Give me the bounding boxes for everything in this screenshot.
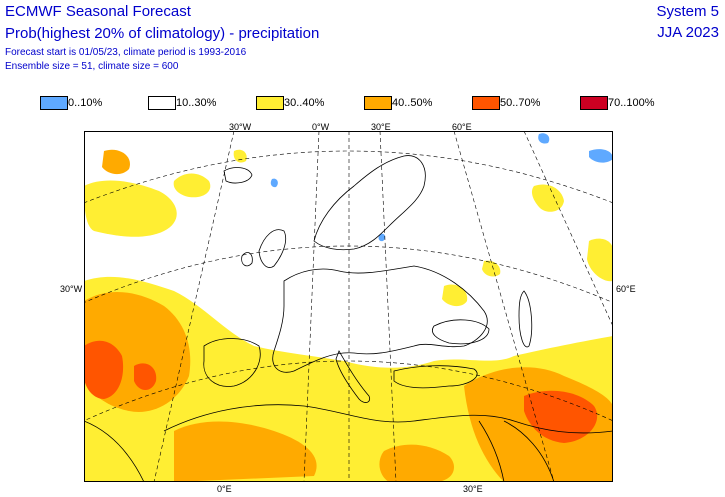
legend-swatch — [256, 96, 284, 110]
prob-area-0-10 — [270, 178, 278, 188]
prob-area-0-10 — [589, 149, 613, 163]
prob-area-30-40 — [173, 173, 211, 198]
legend-swatch — [472, 96, 500, 110]
legend-label: 30..40% — [284, 97, 325, 109]
map-frame — [84, 131, 613, 482]
prob-area-40-50 — [379, 444, 454, 482]
prob-area-30-40 — [482, 260, 501, 277]
lat-label-left: 30°W — [60, 284, 83, 294]
legend: 0..10% 10..30% 30..40% 40..50% 50..70% 7… — [40, 96, 700, 110]
lat-label-right: 60°E — [616, 284, 636, 294]
legend-label: 0..10% — [68, 97, 103, 109]
legend-label: 10..30% — [176, 97, 217, 109]
prob-area-50-70 — [84, 340, 124, 399]
prob-area-0-10 — [538, 133, 550, 144]
prob-area-40-50 — [102, 149, 130, 175]
lon-label-bottom-30e: 30°E — [463, 484, 483, 494]
map-title: ECMWF Seasonal Forecast — [5, 3, 191, 20]
prob-area-30-40 — [84, 180, 177, 237]
legend-label: 70..100% — [608, 97, 655, 109]
legend-label: 40..50% — [392, 97, 433, 109]
legend-swatch — [580, 96, 608, 110]
prob-area-30-40 — [587, 238, 613, 282]
prob-area-50-70 — [524, 390, 598, 443]
map-subtitle: Prob(highest 20% of climatology) - preci… — [5, 25, 320, 42]
season-label: JJA 2023 — [657, 24, 719, 41]
probability-map — [84, 131, 613, 482]
prob-area-0-10 — [378, 233, 386, 242]
coastlines — [84, 155, 613, 482]
lon-label-30w: 30°W — [229, 122, 252, 132]
legend-swatch — [364, 96, 392, 110]
prob-area-50-70 — [134, 363, 157, 390]
legend-swatch — [148, 96, 176, 110]
prob-area-30-40 — [233, 149, 247, 163]
lon-label-0: 0°W — [312, 122, 330, 132]
lon-label-30e: 30°E — [371, 122, 391, 132]
prob-area-40-50 — [174, 421, 317, 482]
lon-label-bottom-0: 0°E — [217, 484, 232, 494]
graticule — [84, 131, 613, 482]
lon-label-60e: 60°E — [452, 122, 472, 132]
forecast-info: Forecast start is 01/05/23, climate peri… — [5, 47, 247, 58]
prob-area-30-40 — [531, 184, 564, 212]
legend-label: 50..70% — [500, 97, 541, 109]
prob-area-30-40 — [442, 284, 468, 307]
system-label: System 5 — [656, 3, 719, 20]
legend-swatch — [40, 96, 68, 110]
ensemble-info: Ensemble size = 51, climate size = 600 — [5, 61, 179, 72]
